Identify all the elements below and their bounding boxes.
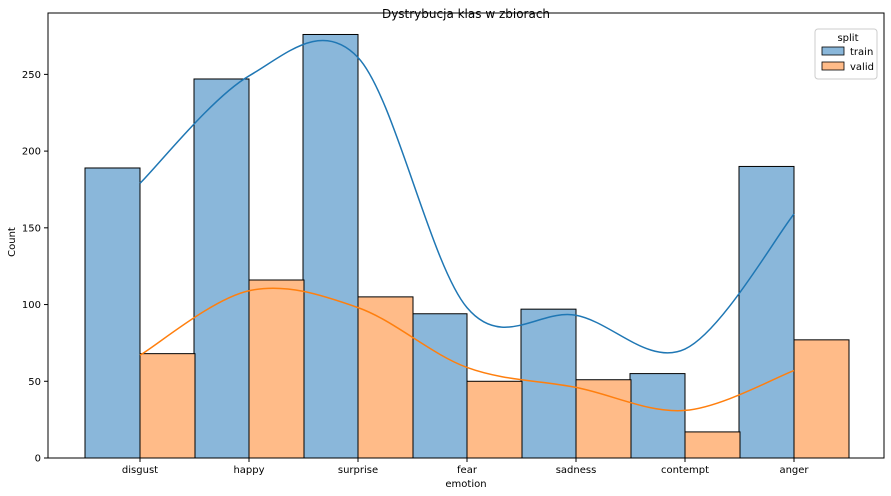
bar-valid-sadness xyxy=(575,379,632,459)
y-tick-label: 50 xyxy=(28,377,41,388)
legend-swatch-train xyxy=(821,46,845,56)
x-tick-label-fear: fear xyxy=(457,465,478,476)
kde-curves-group xyxy=(139,39,795,412)
legend-swatch-valid xyxy=(821,61,845,71)
legend: split train valid xyxy=(814,28,878,80)
legend-label-train: train xyxy=(850,47,873,58)
bar-train-disgust xyxy=(84,167,141,459)
bar-train-anger xyxy=(738,165,795,459)
y-axis: 0 50 100 150 200 250 xyxy=(22,70,48,465)
x-tick-label-sadness: sadness xyxy=(556,465,597,476)
bar-train-surprise xyxy=(302,33,359,459)
x-axis: disgust happy surprise fear sadness contempt a… xyxy=(122,458,809,476)
kde-curve-train xyxy=(139,39,795,354)
x-tick-label-happy: happy xyxy=(233,465,264,476)
kde-curve-valid xyxy=(139,287,795,412)
x-axis-label: emotion xyxy=(445,479,486,490)
x-tick-label-disgust: disgust xyxy=(122,465,158,476)
bar-train-happy xyxy=(193,78,250,459)
y-tick-label: 200 xyxy=(22,147,41,158)
bar-valid-contempt xyxy=(684,431,741,459)
bar-valid-anger xyxy=(793,339,850,459)
y-tick-label: 100 xyxy=(22,300,41,311)
bar-valid-disgust xyxy=(139,353,196,459)
x-tick-label-contempt: contempt xyxy=(661,465,709,476)
chart-title: Dystrybucja klas w zbiorach xyxy=(382,7,550,21)
bar-valid-fear xyxy=(466,380,523,459)
x-tick-label-anger: anger xyxy=(779,465,809,476)
y-tick-label: 0 xyxy=(35,454,41,465)
plot-frame xyxy=(47,12,885,459)
y-tick-label: 150 xyxy=(22,223,41,234)
y-axis-label: Count xyxy=(7,227,18,257)
bar-train-contempt xyxy=(629,373,686,459)
bar-train-fear xyxy=(411,313,468,459)
x-tick-label-surprise: surprise xyxy=(338,465,378,476)
legend-label-valid: valid xyxy=(850,62,874,73)
y-tick-label: 250 xyxy=(22,70,41,81)
bar-valid-happy xyxy=(248,279,305,459)
bar-valid-surprise xyxy=(357,296,414,459)
legend-title: split xyxy=(837,33,858,44)
bars-group xyxy=(84,33,850,459)
